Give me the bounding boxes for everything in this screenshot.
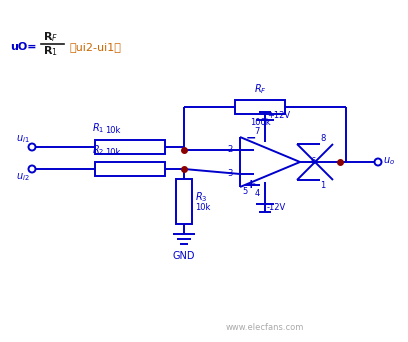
Text: 2: 2 <box>228 145 233 155</box>
Bar <box>235 100 285 114</box>
Text: GND: GND <box>173 251 195 261</box>
Text: 7: 7 <box>255 127 260 135</box>
Text: 10k: 10k <box>105 148 120 157</box>
Text: $R_1$: $R_1$ <box>92 121 104 135</box>
Text: +: + <box>246 178 257 191</box>
Text: （ui2-ui1）: （ui2-ui1） <box>70 42 122 52</box>
Text: 1: 1 <box>320 181 325 190</box>
Text: 100k: 100k <box>250 118 271 127</box>
Text: $\mathbf{R}_{F}$: $\mathbf{R}_{F}$ <box>43 30 58 44</box>
Text: -12V: -12V <box>267 203 286 212</box>
Text: 6: 6 <box>310 158 315 167</box>
Text: −: − <box>246 132 257 145</box>
Bar <box>176 179 192 224</box>
Text: $R_2$: $R_2$ <box>92 143 104 157</box>
Text: uO=: uO= <box>10 42 36 52</box>
Text: 4: 4 <box>255 188 260 197</box>
Text: www.elecfans.com: www.elecfans.com <box>226 323 304 331</box>
Bar <box>95 140 165 154</box>
Text: $R_F$: $R_F$ <box>254 82 266 96</box>
Text: 10k: 10k <box>105 126 120 135</box>
Text: +12V: +12V <box>267 111 290 120</box>
Text: 5: 5 <box>242 187 247 197</box>
Text: $u_{i2}$: $u_{i2}$ <box>16 171 30 183</box>
Text: 8: 8 <box>320 134 325 143</box>
Bar <box>95 162 165 176</box>
Text: 10k: 10k <box>195 203 211 212</box>
Text: $\mathbf{R}_{1}$: $\mathbf{R}_{1}$ <box>43 44 58 58</box>
Text: $R_3$: $R_3$ <box>195 190 208 205</box>
Text: $u_o$: $u_o$ <box>383 155 395 167</box>
Text: 3: 3 <box>228 170 233 179</box>
Text: $u_{i1}$: $u_{i1}$ <box>16 133 30 145</box>
